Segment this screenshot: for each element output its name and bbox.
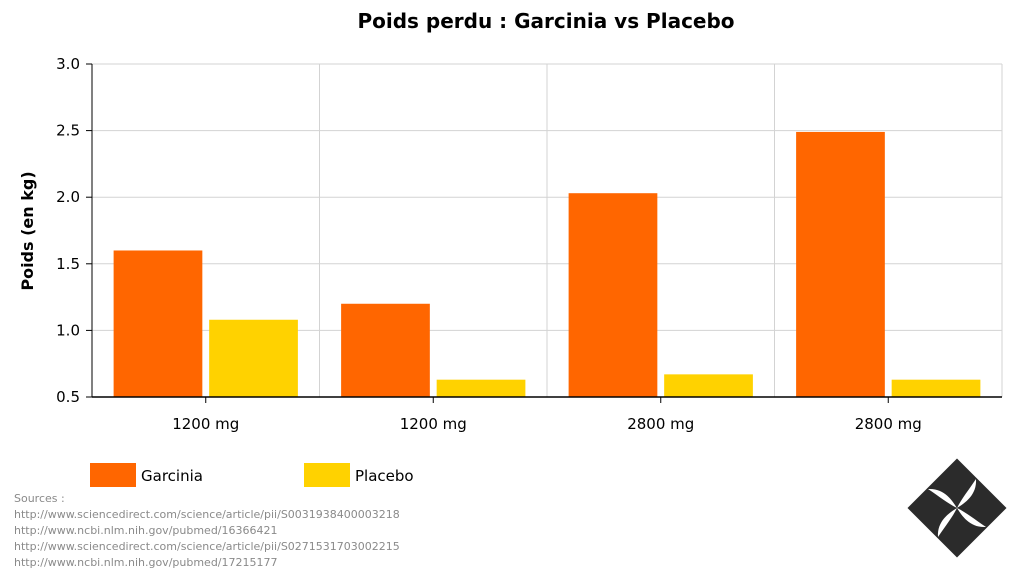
- bar-placebo-3: [664, 374, 753, 397]
- legend: Garcinia Placebo: [90, 463, 414, 487]
- y-tick-labels: 0.5 1.0 1.5 2.0 2.5 3.0: [56, 55, 80, 406]
- source-link[interactable]: http://www.ncbi.nlm.nih.gov/pubmed/16366…: [14, 524, 278, 537]
- x-tick-label: 2800 mg: [855, 415, 922, 433]
- pinwheel-diamond-logo: [907, 458, 1007, 558]
- sources-heading: Sources :: [14, 492, 65, 505]
- y-tick-label: 2.0: [56, 188, 80, 206]
- y-tick-label: 1.5: [56, 255, 80, 273]
- x-tick-labels: 1200 mg 1200 mg 2800 mg 2800 mg: [172, 415, 922, 433]
- legend-label-placebo: Placebo: [355, 467, 414, 485]
- y-tick-label: 2.5: [56, 122, 80, 140]
- axes: [86, 63, 1002, 403]
- bar-garcinia-1: [113, 250, 203, 397]
- bars: [113, 131, 981, 397]
- y-tick-label: 1.0: [56, 321, 80, 339]
- chart-title: Poids perdu : Garcinia vs Placebo: [357, 9, 734, 33]
- legend-label-garcinia: Garcinia: [141, 467, 203, 485]
- bar-garcinia-2: [341, 303, 430, 397]
- bar-placebo-2: [436, 379, 526, 397]
- y-tick-label: 3.0: [56, 55, 80, 73]
- x-tick-label: 1200 mg: [400, 415, 467, 433]
- source-link[interactable]: http://www.sciencedirect.com/science/art…: [14, 508, 400, 521]
- x-tick-label: 2800 mg: [627, 415, 694, 433]
- bar-placebo-4: [891, 379, 981, 397]
- x-tick-label: 1200 mg: [172, 415, 239, 433]
- bar-garcinia-4: [796, 131, 885, 397]
- y-axis-label: Poids (en kg): [18, 171, 37, 290]
- source-link[interactable]: http://www.sciencedirect.com/science/art…: [14, 540, 400, 553]
- bar-garcinia-3: [568, 193, 658, 397]
- bar-placebo-1: [209, 319, 298, 397]
- legend-swatch-placebo: [304, 463, 350, 487]
- legend-swatch-garcinia: [90, 463, 136, 487]
- pinwheel-icon: [928, 479, 986, 537]
- sources-block: Sources : http://www.sciencedirect.com/s…: [14, 491, 400, 571]
- y-tick-label: 0.5: [56, 388, 80, 406]
- source-link[interactable]: http://www.ncbi.nlm.nih.gov/pubmed/17215…: [14, 556, 278, 569]
